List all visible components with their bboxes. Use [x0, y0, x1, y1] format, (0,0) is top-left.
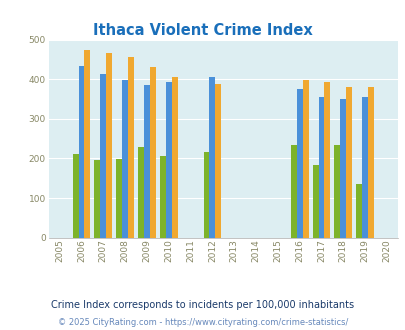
- Bar: [296, 89, 302, 238]
- Bar: [318, 97, 324, 238]
- Bar: [122, 80, 128, 238]
- Bar: [302, 81, 308, 238]
- Bar: [72, 154, 78, 238]
- Bar: [324, 82, 330, 238]
- Bar: [290, 145, 296, 238]
- Bar: [138, 147, 144, 238]
- Bar: [160, 156, 165, 238]
- Bar: [334, 145, 339, 238]
- Bar: [106, 53, 112, 238]
- Bar: [209, 77, 215, 238]
- Bar: [144, 85, 149, 238]
- Bar: [356, 184, 361, 238]
- Bar: [203, 152, 209, 238]
- Bar: [128, 57, 134, 238]
- Bar: [116, 159, 122, 238]
- Bar: [165, 82, 171, 238]
- Bar: [84, 50, 90, 238]
- Bar: [312, 165, 318, 238]
- Bar: [215, 84, 221, 238]
- Bar: [78, 66, 84, 238]
- Bar: [345, 87, 351, 238]
- Text: © 2025 CityRating.com - https://www.cityrating.com/crime-statistics/: © 2025 CityRating.com - https://www.city…: [58, 318, 347, 327]
- Bar: [339, 99, 345, 238]
- Bar: [100, 74, 106, 238]
- Bar: [367, 87, 373, 238]
- Bar: [361, 97, 367, 238]
- Bar: [171, 77, 177, 238]
- Bar: [149, 67, 156, 238]
- Text: Crime Index corresponds to incidents per 100,000 inhabitants: Crime Index corresponds to incidents per…: [51, 300, 354, 310]
- Bar: [94, 160, 100, 238]
- Text: Ithaca Violent Crime Index: Ithaca Violent Crime Index: [93, 23, 312, 38]
